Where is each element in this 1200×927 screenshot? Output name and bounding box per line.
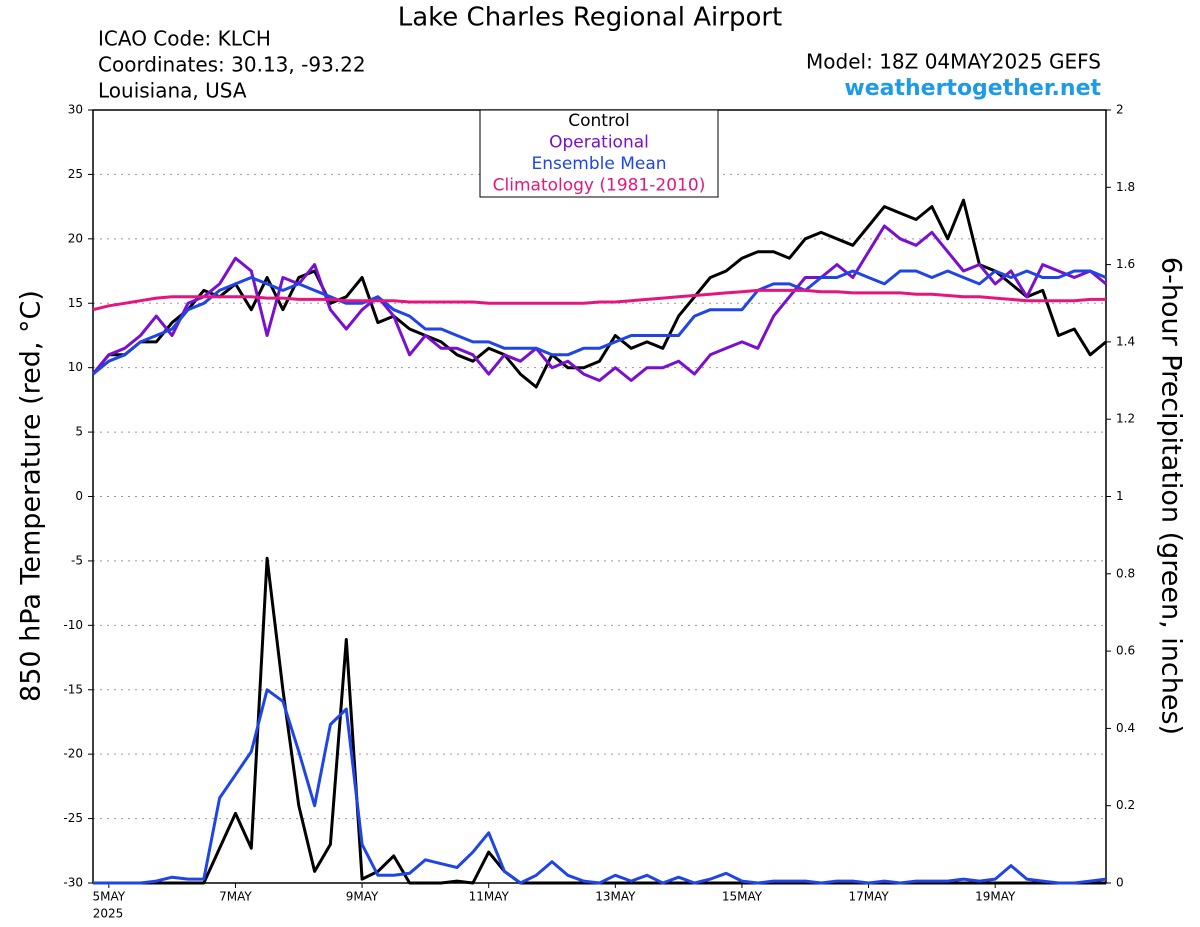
x-tick-label: 17MAY (848, 890, 889, 904)
y-tick-label: 30 (68, 103, 83, 117)
y2-tick-label: 0.8 (1116, 566, 1135, 580)
y-tick-label: -5 (71, 553, 83, 567)
x-tick-label: 13MAY (595, 890, 636, 904)
y-tick-label: 15 (68, 296, 83, 310)
y2-tick-label: 0 (1116, 876, 1124, 890)
chart-title: Lake Charles Regional Airport (398, 3, 783, 33)
y2-tick-label: 1.2 (1116, 412, 1135, 426)
y-tick-label: -10 (63, 618, 83, 632)
y-tick-label: -20 (63, 747, 83, 761)
model-label: Model: 18Z 04MAY2025 GEFS (806, 50, 1101, 74)
x-tick-label: 15MAY (722, 890, 763, 904)
legend-entry: Operational (549, 133, 649, 153)
info-line: Coordinates: 30.13, -93.22 (98, 53, 366, 77)
legend-entry: Control (568, 111, 629, 131)
y-tick-label: 10 (68, 360, 83, 374)
x-tick-label: 5MAY (93, 890, 126, 904)
year-label: 2025 (93, 907, 124, 921)
series-line (93, 688, 1107, 885)
series-line (91, 198, 1107, 389)
y2-tick-label: 1.8 (1116, 180, 1135, 194)
y2-tick-label: 1.6 (1116, 257, 1135, 271)
source-label: weathertogether.net (844, 76, 1101, 101)
y2-axis-label: 6-hour Precipitation (green, inches) (1156, 257, 1187, 735)
legend-box (479, 109, 719, 198)
y2-tick-label: 1.4 (1116, 334, 1135, 348)
x-tick-label: 11MAY (469, 890, 510, 904)
y-tick-label: -25 (63, 811, 83, 825)
y2-tick-label: 0.2 (1116, 798, 1135, 812)
series-line (91, 224, 1107, 382)
y-tick-label: 0 (75, 489, 83, 503)
y2-tick-label: 2 (1116, 103, 1124, 117)
y-axis-label: 850 hPa Temperature (red, °C) (16, 290, 47, 702)
x-tick-label: 9MAY (346, 890, 379, 904)
x-tick-label: 7MAY (219, 890, 252, 904)
y-tick-label: -30 (63, 876, 83, 890)
series-line (92, 269, 1107, 376)
y-tick-label: 20 (68, 231, 83, 245)
y2-tick-label: 0.6 (1116, 644, 1135, 658)
y-tick-label: 5 (75, 425, 83, 439)
y-tick-label: 25 (68, 167, 83, 181)
series-line (92, 288, 1106, 312)
y2-tick-label: 1 (1116, 489, 1124, 503)
y-tick-label: -15 (63, 682, 83, 696)
y2-tick-label: 0.4 (1116, 721, 1135, 735)
legend-entry: Ensemble Mean (531, 154, 666, 174)
info-line: ICAO Code: KLCH (98, 27, 271, 51)
info-line: Louisiana, USA (98, 79, 247, 103)
legend-entry: Climatology (1981-2010) (493, 176, 706, 196)
x-tick-label: 19MAY (975, 890, 1016, 904)
